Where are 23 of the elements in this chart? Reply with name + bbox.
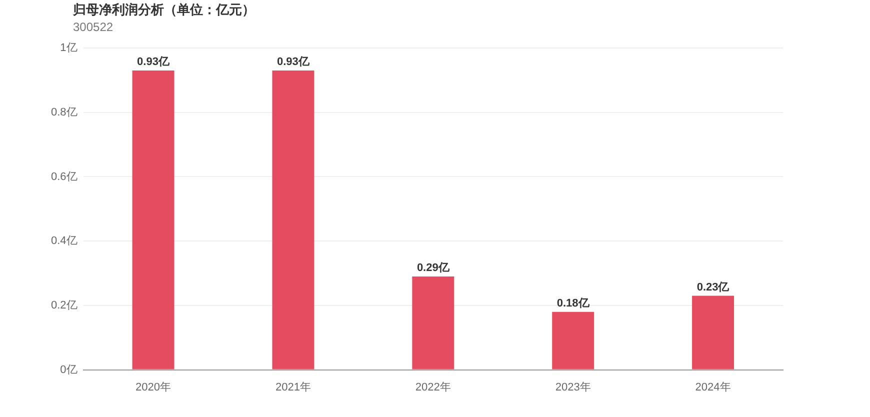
data-label: 0.93亿 — [137, 56, 170, 68]
data-label: 0.93亿 — [276, 56, 310, 68]
data-label: 0.23亿 — [696, 281, 730, 294]
chart-title: 归母净利润分析（单位：亿元） — [73, 1, 255, 19]
y-tick-label: 1亿 — [60, 42, 78, 54]
chart-subtitle: 300522 — [73, 20, 114, 34]
x-tick-label: 2024年 — [695, 381, 731, 394]
bar — [272, 70, 314, 370]
bar — [552, 312, 594, 370]
bar — [132, 70, 174, 370]
y-tick-label: 0.2亿 — [50, 299, 78, 312]
y-tick-label: 0.4亿 — [50, 235, 78, 248]
x-tick-label: 2021年 — [275, 381, 311, 394]
y-tick-label: 0.6亿 — [50, 170, 78, 183]
bar — [692, 296, 734, 370]
data-label: 0.18亿 — [556, 297, 590, 310]
data-label: 0.29亿 — [416, 262, 450, 274]
bar — [412, 276, 454, 370]
x-tick-label: 2020年 — [136, 381, 172, 394]
y-tick-label: 0.8亿 — [50, 106, 78, 118]
x-tick-label: 2022年 — [415, 381, 451, 394]
y-tick-label: 0亿 — [60, 364, 78, 376]
x-tick-label: 2023年 — [555, 381, 591, 394]
